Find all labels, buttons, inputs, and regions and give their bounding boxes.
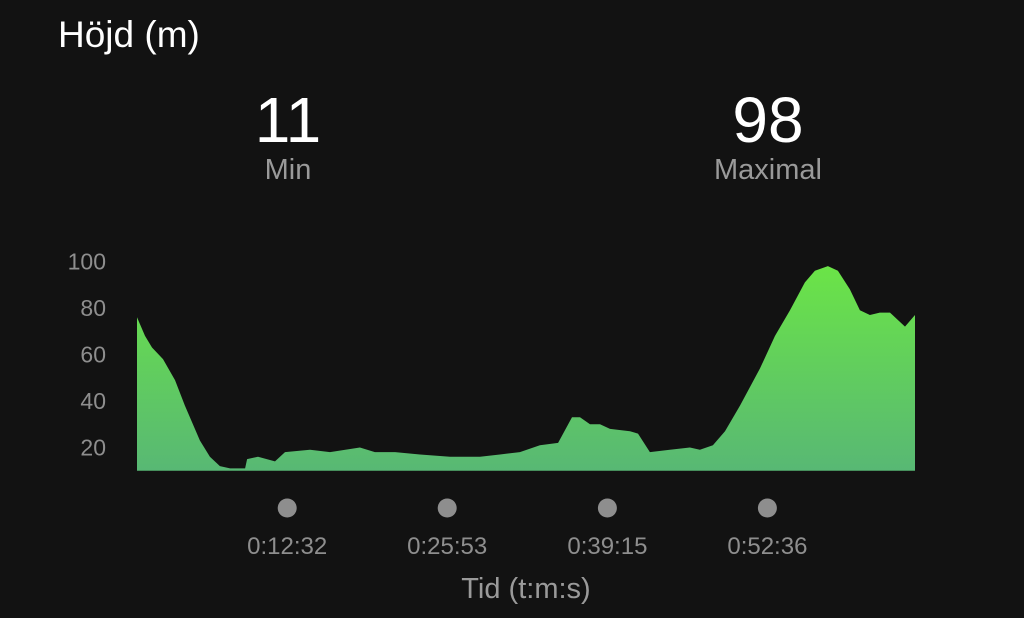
x-tick-dot: [597, 498, 617, 518]
y-tick-label: 80: [80, 295, 106, 321]
min-value: 11: [254, 84, 322, 156]
y-tick-label: 40: [80, 388, 106, 414]
max-stat: 98 Maximal: [648, 88, 888, 187]
x-tick-label: 0:25:53: [407, 533, 487, 560]
x-tick-label: 0:52:36: [727, 533, 807, 560]
y-tick-label: 20: [80, 435, 106, 461]
max-value: 98: [732, 84, 804, 156]
x-axis-label: Tid (t:m:s): [461, 573, 591, 605]
x-tick-dot: [757, 498, 777, 518]
x-tick-dot: [437, 498, 457, 518]
max-label: Maximal: [714, 154, 822, 186]
y-tick-label: 60: [80, 342, 106, 368]
x-tick-label: 0:39:15: [567, 533, 647, 560]
elevation-area: [137, 266, 915, 471]
x-tick-dot: [277, 498, 297, 518]
chart-title: Höjd (m): [58, 14, 200, 55]
min-label: Min: [264, 154, 312, 186]
x-tick-label: 0:12:32: [247, 533, 327, 560]
min-stat: 11 Min: [168, 88, 408, 187]
y-tick-label: 100: [68, 249, 106, 275]
